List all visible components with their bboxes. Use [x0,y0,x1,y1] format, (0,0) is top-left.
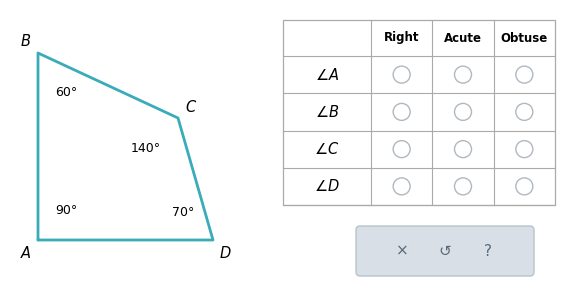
Text: $\angle A$: $\angle A$ [315,67,339,83]
Text: ↺: ↺ [439,244,452,258]
Text: Right: Right [384,32,419,44]
Text: C: C [186,101,196,115]
Text: 70°: 70° [172,206,194,218]
Text: D: D [220,246,231,262]
Text: 60°: 60° [55,86,77,99]
Text: 140°: 140° [131,142,161,155]
Bar [283,20,555,205]
Text: B: B [21,34,31,48]
Text: A: A [21,246,31,262]
Text: ?: ? [484,244,491,258]
Text: $\angle C$: $\angle C$ [314,141,339,157]
Text: Acute: Acute [444,32,482,44]
Text: ×: × [396,244,409,258]
FancyBboxPatch shape [356,226,534,276]
Text: Obtuse: Obtuse [501,32,548,44]
Text: $\angle B$: $\angle B$ [315,104,339,120]
Text: 90°: 90° [55,204,77,217]
Text: $\angle D$: $\angle D$ [314,178,340,194]
